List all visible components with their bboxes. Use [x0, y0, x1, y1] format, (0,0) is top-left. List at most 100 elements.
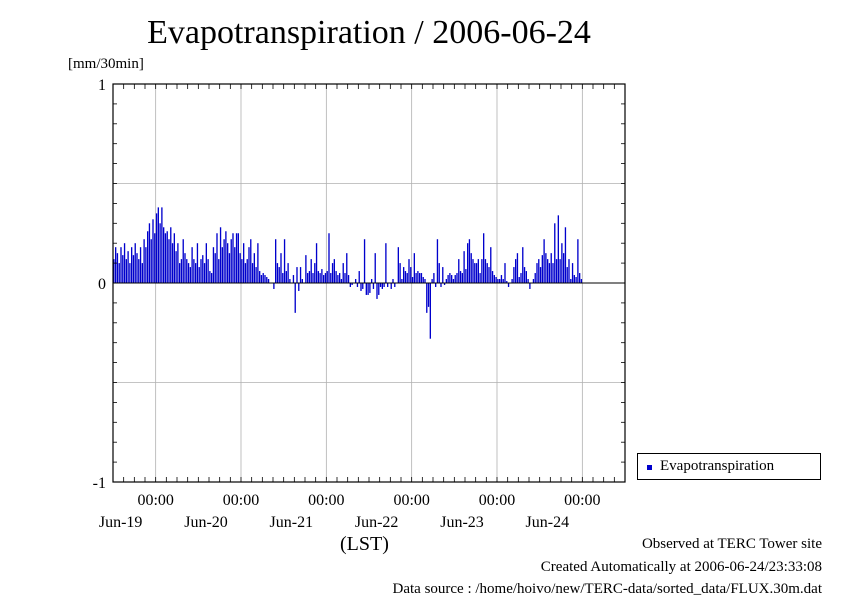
- bar: [161, 207, 163, 283]
- bar: [173, 233, 175, 283]
- bar: [564, 227, 567, 283]
- bar: [214, 253, 216, 283]
- bar: [529, 283, 531, 289]
- bar: [184, 253, 186, 283]
- bar: [557, 215, 559, 283]
- bar: [443, 283, 446, 285]
- bar: [468, 239, 471, 283]
- bar: [570, 279, 572, 283]
- bar: [433, 273, 435, 283]
- bar: [463, 251, 465, 283]
- bar: [527, 279, 529, 283]
- bar: [548, 263, 551, 283]
- bar: [337, 275, 339, 283]
- bar: [541, 255, 543, 283]
- bar: [372, 283, 375, 289]
- x-tick-date-label: Jun-20: [184, 514, 228, 531]
- bar: [351, 283, 353, 285]
- x-tick-date-label: Jun-23: [440, 514, 484, 531]
- bar: [474, 263, 476, 283]
- bar: [429, 283, 431, 339]
- bar: [243, 243, 245, 283]
- bar: [346, 253, 348, 283]
- bar: [379, 283, 382, 287]
- bar: [445, 279, 447, 283]
- bar: [470, 253, 472, 283]
- bar: [307, 273, 309, 283]
- bar: [442, 267, 444, 283]
- bar: [324, 273, 327, 283]
- bar: [193, 259, 195, 283]
- bar: [577, 239, 579, 283]
- bar: [554, 223, 556, 283]
- bar: [484, 259, 487, 283]
- bar: [150, 239, 152, 283]
- x-tick-time-label: 00:00: [564, 492, 600, 509]
- bar: [196, 243, 199, 283]
- bar: [447, 275, 449, 283]
- bar: [175, 251, 177, 283]
- bar: [369, 283, 371, 293]
- bar: [127, 251, 129, 283]
- bar: [571, 263, 574, 283]
- bar: [488, 267, 490, 283]
- bar: [120, 247, 122, 283]
- bar: [568, 259, 570, 283]
- bar: [154, 233, 156, 283]
- bar: [289, 279, 291, 283]
- bar: [282, 273, 284, 283]
- bar: [232, 233, 234, 283]
- bar: [543, 239, 545, 283]
- bar: [275, 239, 277, 283]
- bar: [298, 283, 300, 291]
- bar: [490, 247, 492, 283]
- bar: [461, 273, 463, 283]
- bar: [218, 259, 220, 283]
- bar: [363, 239, 366, 283]
- bar: [143, 239, 145, 283]
- bar: [299, 267, 302, 283]
- bar: [374, 253, 376, 283]
- footer-data-source: Data source : /home/hoivo/new/TERC-data/…: [392, 581, 823, 597]
- bar: [145, 247, 147, 283]
- bar: [155, 213, 158, 283]
- bar: [563, 253, 565, 283]
- bar: [147, 231, 149, 283]
- bar: [399, 263, 401, 283]
- bar: [170, 227, 172, 283]
- bar: [118, 263, 120, 283]
- bar: [122, 255, 124, 283]
- x-tick-time-label: 00:00: [223, 492, 259, 509]
- bar: [431, 279, 433, 283]
- bar: [532, 279, 535, 283]
- bar: [312, 273, 314, 283]
- bar: [523, 267, 526, 283]
- bar: [427, 283, 430, 307]
- bar: [248, 247, 250, 283]
- bar: [266, 277, 268, 283]
- y-tick-label: -1: [93, 475, 106, 492]
- bar: [283, 239, 286, 283]
- bar: [237, 233, 239, 283]
- bar: [387, 283, 389, 287]
- bar: [555, 259, 558, 283]
- bar: [310, 259, 312, 283]
- bar: [522, 247, 524, 283]
- bar: [321, 269, 323, 283]
- bar: [451, 275, 453, 283]
- bar: [323, 275, 325, 283]
- bar: [365, 283, 367, 295]
- bar: [575, 277, 577, 283]
- bar: [333, 259, 335, 283]
- bar: [410, 267, 412, 283]
- bar: [408, 259, 410, 283]
- bar: [255, 267, 257, 283]
- bar: [225, 231, 227, 283]
- bar: [472, 259, 474, 283]
- bar: [246, 259, 248, 283]
- bar: [278, 267, 280, 283]
- bar: [260, 275, 263, 283]
- bar: [515, 259, 517, 283]
- bar: [273, 283, 275, 289]
- bar: [539, 267, 542, 283]
